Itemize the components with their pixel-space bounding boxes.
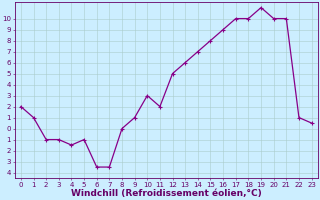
- X-axis label: Windchill (Refroidissement éolien,°C): Windchill (Refroidissement éolien,°C): [71, 189, 262, 198]
